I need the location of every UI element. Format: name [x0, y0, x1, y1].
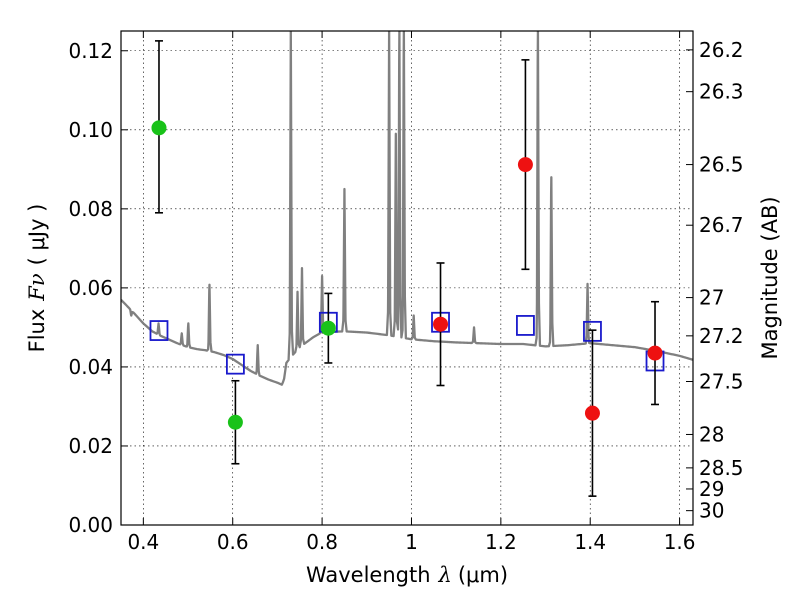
spectrum-line: [121, 31, 693, 386]
magnitude-tick-label: 27.5: [699, 370, 744, 394]
magnitude-tick-label: 26.5: [699, 153, 744, 177]
y-axis-title-prefix: Flux: [25, 309, 49, 353]
model-square-marker: [225, 353, 245, 375]
photometry-point: [517, 157, 533, 173]
model-square-marker: [149, 320, 169, 341]
photometry-point: [227, 414, 243, 430]
magnitude-tick-label: 28.5: [699, 456, 744, 480]
y-axis-title: Flux Fν ( μJy ): [25, 204, 49, 353]
x-axis-symbol: λ: [438, 563, 452, 587]
photometry-point: [647, 345, 663, 361]
magnitude-tick-label: 27: [699, 286, 724, 310]
y-tick-label: 0.10: [68, 118, 113, 142]
x-tick-label: 1.2: [485, 530, 517, 554]
y-tick-label: 0.02: [68, 434, 113, 458]
y-tick-label: 0.12: [68, 39, 113, 63]
y-tick-label: 0.04: [68, 355, 113, 379]
x-tick-label: 0.6: [217, 530, 249, 554]
y-tick-label: 0.06: [68, 276, 113, 300]
axes: 0.4 0.6 0.8 1 1.2 1.4 1.6 0.00 0.02 0.04 0.06 0.08 0…: [68, 31, 744, 554]
magnitude-tick-label: 30: [699, 499, 724, 523]
photometry-point: [320, 320, 336, 336]
y-tick-label: 0.08: [68, 197, 113, 221]
y-axis-symbol: Fν: [25, 273, 49, 302]
magnitude-tick-label: 28: [699, 422, 724, 446]
x-axis-unit: (μm): [458, 563, 508, 587]
x-tick-label: 0.8: [306, 530, 338, 554]
photometry-point: [151, 120, 167, 136]
magnitude-tick-label: 27.2: [699, 324, 744, 348]
y2-axis-title: Magnitude (AB): [758, 196, 782, 359]
magnitude-tick-label: 26.3: [699, 80, 744, 104]
photometry-point: [433, 316, 449, 332]
x-tick-label: 1: [405, 530, 418, 554]
x-tick-label: 0.4: [127, 530, 159, 554]
photometry-points: [149, 40, 665, 497]
x-tick-label: 1.6: [664, 530, 696, 554]
photometry-point: [584, 405, 600, 421]
y-axis-unit: ( μJy ): [25, 204, 49, 266]
magnitude-tick-label: 26.7: [699, 213, 744, 237]
model-spectrum: [121, 31, 693, 386]
x-axis-title-prefix: Wavelength: [306, 563, 431, 587]
model-square-marker: [516, 315, 535, 336]
grid: [121, 31, 693, 526]
magnitude-tick-label: 29: [699, 477, 724, 501]
x-axis-title: Wavelength λ (μm): [306, 563, 508, 587]
magnitude-tick-label: 26.2: [699, 38, 744, 62]
plot-frame: [120, 30, 694, 526]
x-tick-label: 1.4: [574, 530, 606, 554]
y-tick-label: 0.00: [68, 513, 113, 537]
